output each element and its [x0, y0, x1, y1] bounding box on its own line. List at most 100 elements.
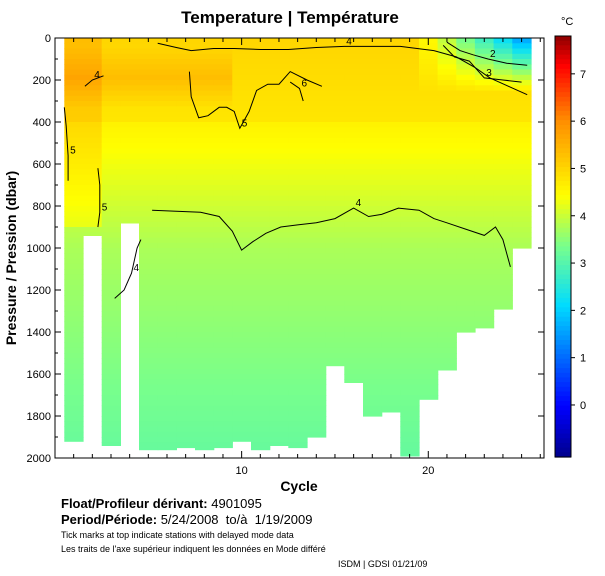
heatmap-cell: [400, 232, 420, 239]
heatmap-cell: [512, 116, 532, 123]
heatmap-cell: [381, 195, 401, 202]
heatmap-cell: [307, 311, 327, 317]
heatmap-cell: [251, 200, 271, 207]
heatmap-cell: [419, 95, 439, 102]
heatmap-cell: [120, 148, 140, 155]
heatmap-cell: [195, 305, 215, 312]
heatmap-cell: [195, 169, 215, 176]
heatmap-cell: [157, 342, 177, 349]
heatmap-cell: [344, 326, 364, 333]
heatmap-cell: [474, 195, 495, 202]
colorbar-band: [555, 349, 571, 355]
heatmap-cell: [64, 169, 84, 176]
heatmap-cell: [213, 122, 233, 128]
heatmap-cell: [176, 132, 196, 139]
heatmap-cell: [344, 122, 364, 128]
heatmap-cell: [195, 127, 215, 134]
heatmap-cell: [307, 179, 327, 186]
heatmap-cell: [120, 206, 140, 212]
heatmap-cell: [400, 237, 420, 244]
heatmap-cell: [213, 400, 233, 407]
heatmap-cell: [157, 190, 177, 197]
heatmap-cell: [139, 74, 159, 81]
heatmap-cell: [344, 300, 364, 307]
heatmap-cell: [269, 211, 289, 218]
heatmap-cell: [325, 174, 345, 181]
contour-line: [188, 70, 323, 130]
heatmap-cell: [213, 174, 233, 181]
heatmap-cell: [493, 227, 513, 233]
heatmap-cell: [288, 148, 308, 155]
heatmap-cell: [381, 53, 401, 60]
heatmap-cell: [325, 53, 345, 60]
heatmap-cell: [363, 253, 383, 260]
heatmap-cell: [64, 43, 84, 50]
heatmap-cell: [419, 326, 439, 333]
heatmap-cell: [157, 59, 177, 65]
heatmap-cell: [325, 74, 345, 81]
heatmap-cell: [157, 416, 177, 422]
heatmap-cell: [307, 337, 327, 344]
heatmap-cell: [139, 85, 159, 92]
heatmap-cell: [251, 363, 271, 370]
heatmap-cell: [400, 353, 420, 359]
heatmap-cell: [269, 442, 289, 446]
heatmap-cell: [101, 122, 121, 128]
heatmap-cell: [400, 337, 420, 344]
heatmap-cell: [101, 53, 121, 60]
heatmap-cell: [195, 426, 215, 433]
heatmap-cell: [363, 279, 383, 286]
heatmap-cell: [232, 316, 252, 323]
heatmap-cell: [120, 221, 140, 224]
heatmap-cell: [213, 347, 233, 354]
colorbar-band: [555, 129, 571, 135]
heatmap-cell: [288, 311, 308, 317]
heatmap-cell: [139, 116, 159, 123]
colorbar-band: [555, 283, 571, 290]
heatmap-cell: [157, 211, 177, 218]
heatmap-cell: [493, 216, 513, 223]
heatmap-cell: [512, 190, 532, 197]
heatmap-cell: [419, 106, 439, 113]
heatmap-cell: [307, 59, 327, 65]
heatmap-cell: [325, 59, 345, 65]
heatmap-cell: [157, 106, 177, 113]
heatmap-cell: [512, 74, 532, 81]
heatmap-cell: [437, 274, 457, 281]
heatmap-cell: [176, 148, 196, 155]
heatmap-cell: [213, 85, 233, 92]
heatmap-cell: [195, 389, 215, 396]
heatmap-cell: [157, 174, 177, 181]
heatmap-cell: [195, 326, 215, 333]
heatmap-cell: [251, 290, 271, 296]
heatmap-cell: [400, 279, 420, 286]
heatmap-cell: [288, 410, 308, 417]
heatmap-cell: [344, 143, 364, 149]
heatmap-cell: [251, 169, 271, 176]
heatmap-cell: [83, 158, 103, 165]
heatmap-cell: [213, 200, 233, 207]
heatmap-cell: [195, 416, 215, 422]
heatmap-cell: [232, 101, 252, 107]
heatmap-cell: [474, 206, 495, 212]
colorbar-band: [555, 106, 571, 112]
heatmap-cell: [101, 95, 121, 102]
heatmap-cell: [474, 158, 495, 165]
heatmap-cell: [344, 263, 364, 270]
heatmap-cell: [120, 122, 140, 128]
heatmap-cell: [157, 353, 177, 359]
heatmap-cell: [288, 284, 308, 291]
colorbar-band: [555, 326, 571, 332]
heatmap-cell: [139, 305, 159, 312]
heatmap-cell: [512, 90, 532, 97]
heatmap-cell: [64, 80, 84, 86]
heatmap-cell: [512, 95, 532, 102]
heatmap-cell: [288, 290, 308, 296]
heatmap-cell: [101, 305, 121, 312]
heatmap-cell: [251, 216, 271, 223]
heatmap-cell: [176, 211, 196, 218]
heatmap-cell: [232, 106, 252, 113]
heatmap-cell: [493, 137, 513, 144]
heatmap-cell: [288, 426, 308, 433]
